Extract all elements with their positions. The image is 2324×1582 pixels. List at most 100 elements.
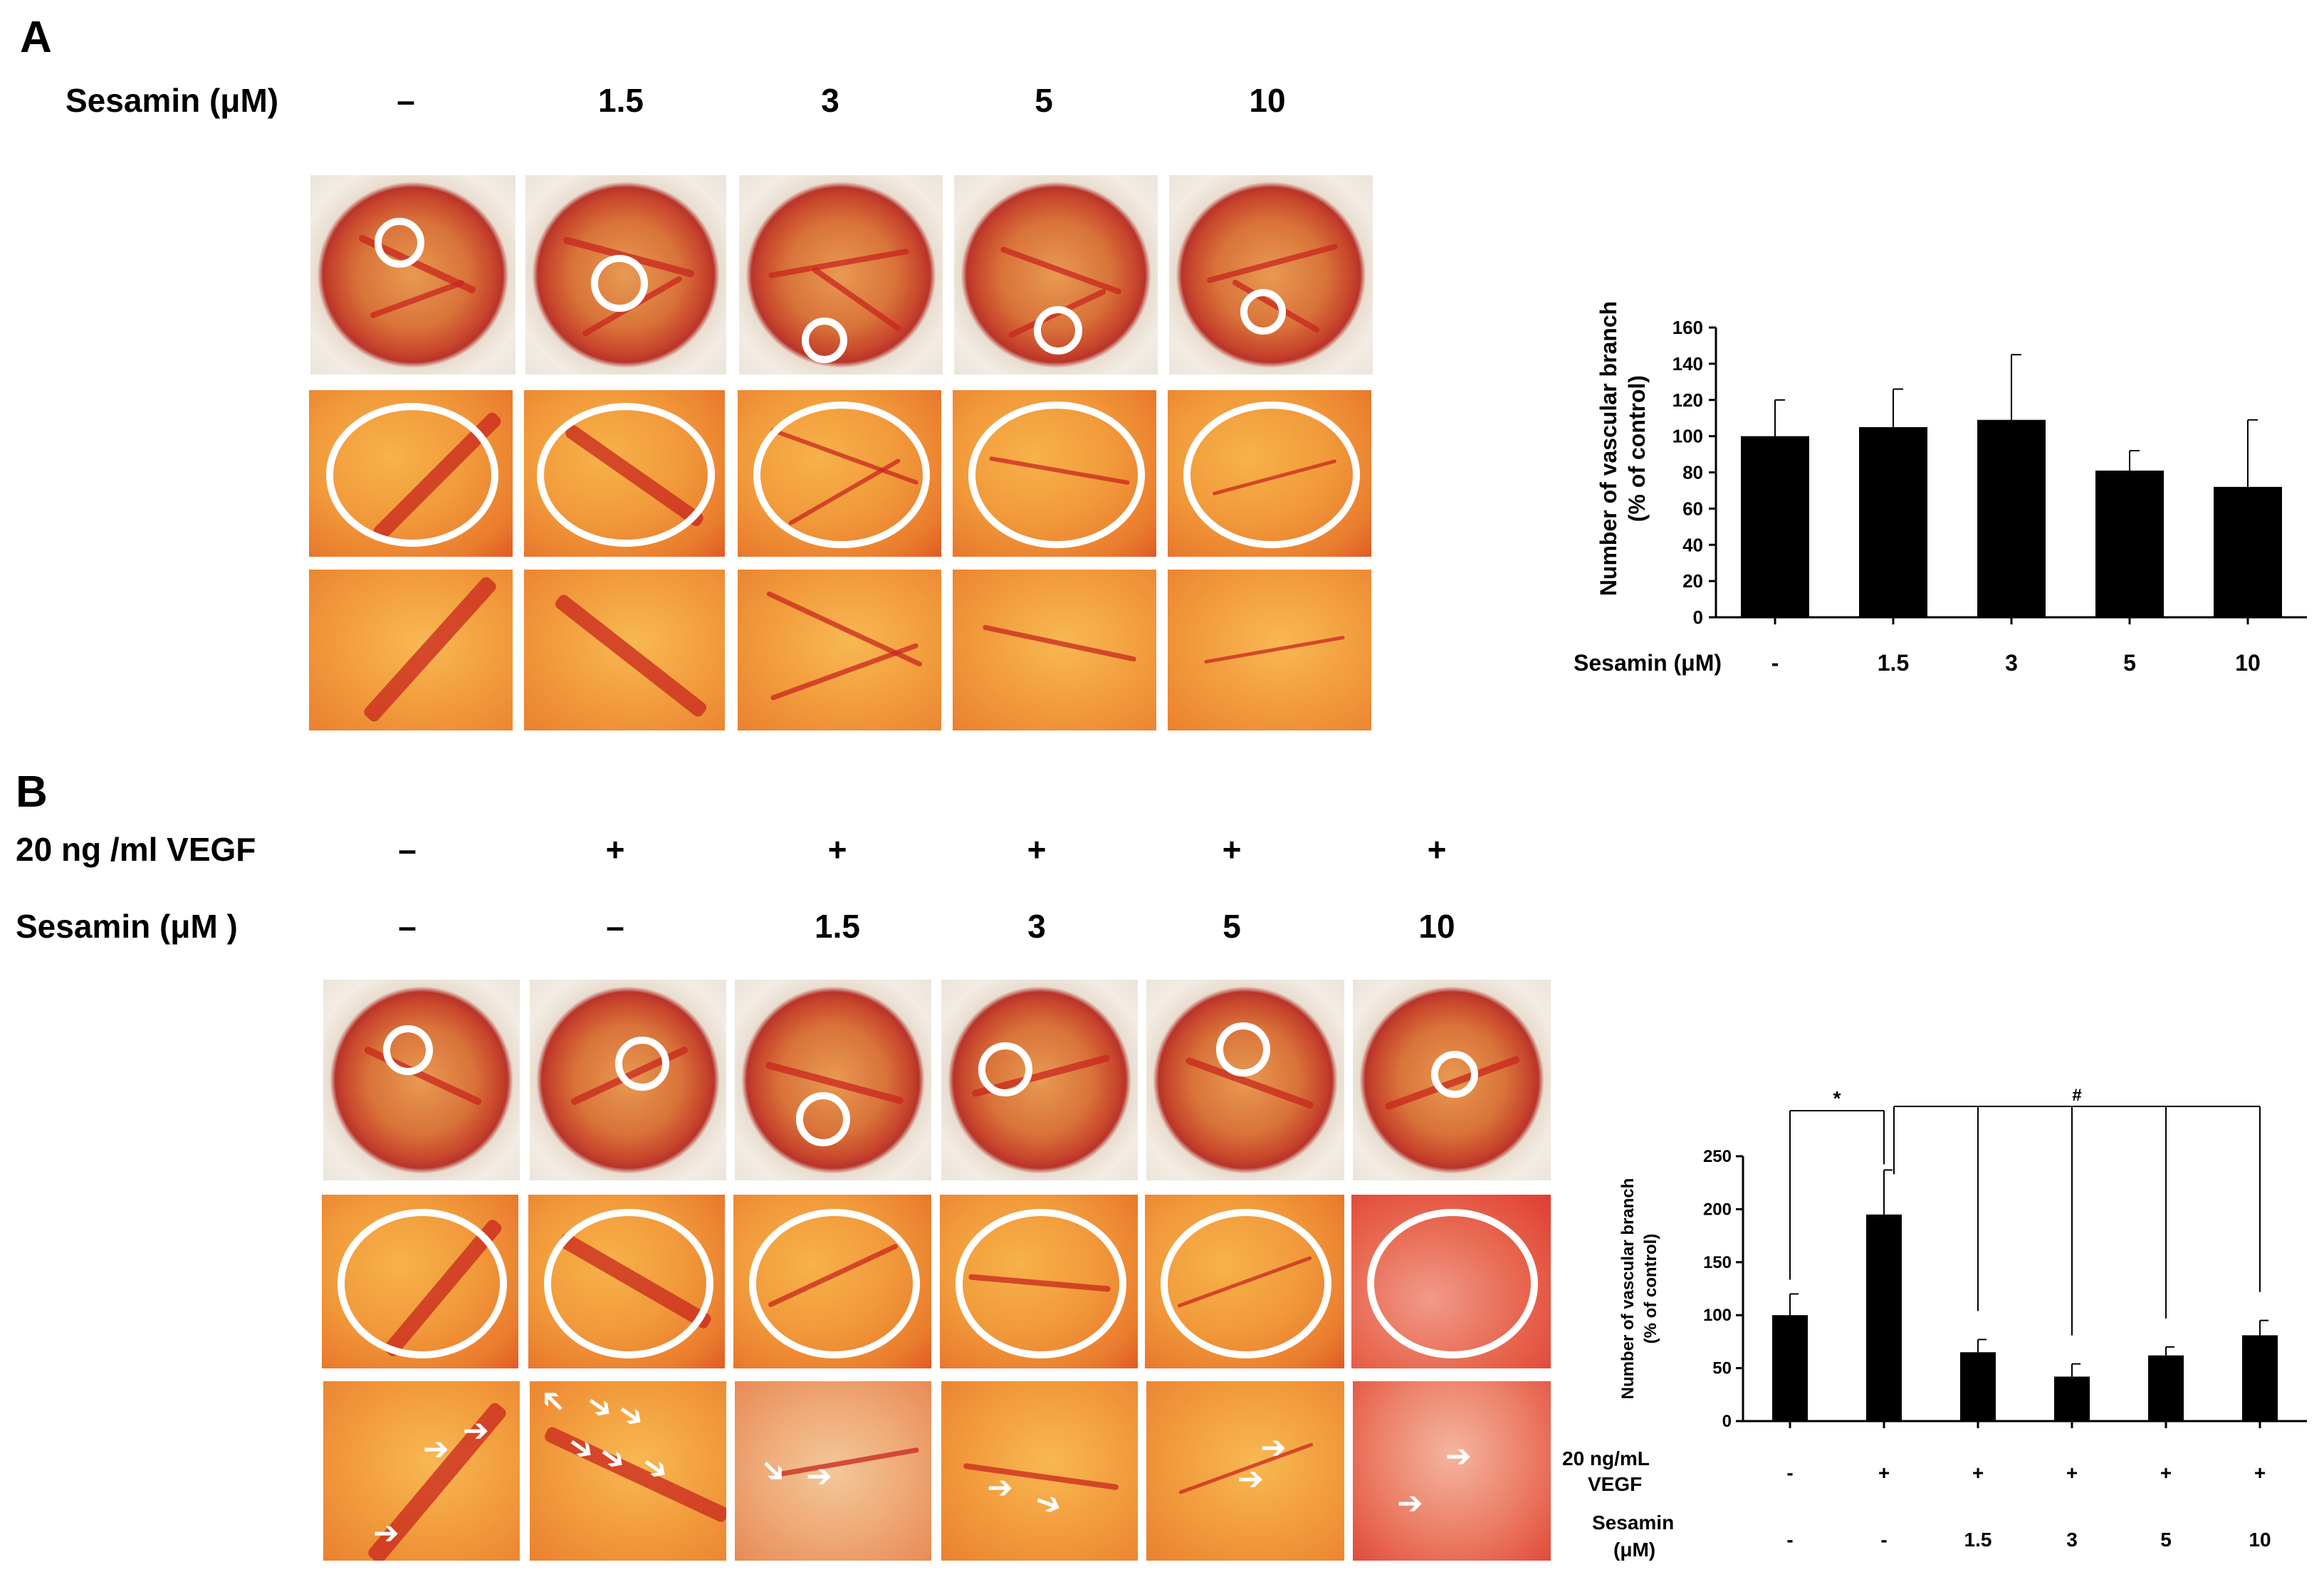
sig-star: * — [1833, 1087, 1841, 1109]
x-axis-label: Sesamin (μM) — [1574, 650, 1722, 676]
arrow-icon: ➔ — [1445, 1439, 1472, 1474]
panel-a-egg-photo — [953, 174, 1159, 376]
panel-a-zoom-photo — [1166, 389, 1373, 558]
bar — [1772, 1315, 1808, 1421]
x-tick-label: 1.5 — [1878, 650, 1909, 676]
panel-a-egg-photo — [524, 174, 728, 376]
panel-a-dose-1: – — [397, 82, 415, 119]
y-tick-label: 200 — [1703, 1200, 1732, 1219]
panel-b-vegf-label: 20 ng /ml VEGF — [16, 831, 256, 868]
panel-a-zoom-photo — [951, 389, 1158, 558]
arrow-icon: ➔ — [987, 1470, 1013, 1505]
row2-label: - — [1786, 1529, 1793, 1551]
panel-a-detail-photo — [523, 568, 726, 732]
arrow-icon: ➔ — [1237, 1462, 1264, 1497]
panel-a-detail-photo — [1166, 568, 1373, 732]
arrow-icon: ➔ — [463, 1413, 489, 1448]
panel-b-detail-photo: ➔ ➔ — [733, 1380, 933, 1562]
bar — [1741, 436, 1809, 617]
panel-b-egg-photo — [940, 978, 1139, 1182]
y-tick-label: 140 — [1673, 353, 1703, 374]
y-tick-label: 150 — [1703, 1253, 1732, 1272]
y-tick-label: 250 — [1703, 1147, 1732, 1166]
arrow-icon: ➔ — [1397, 1486, 1423, 1521]
arrow-icon: ➔ — [1030, 1482, 1067, 1524]
panel-b-vegf-mark: – — [398, 831, 417, 868]
panel-a-dose-4: 5 — [1035, 82, 1053, 119]
row1-label: + — [1878, 1462, 1890, 1484]
panel-b-zoom-photo — [938, 1193, 1139, 1370]
y-tick-label: 60 — [1682, 498, 1703, 519]
panel-a-dose-5: 10 — [1249, 82, 1286, 119]
y-axis-label-sub: (% of control) — [1641, 1234, 1660, 1344]
panel-b-vegf-mark: + — [1427, 831, 1447, 868]
bar — [2095, 470, 2164, 617]
panel-b-detail-photo: ➔ ➔ — [1351, 1380, 1552, 1562]
panel-b-dose: 3 — [1027, 908, 1046, 945]
bar — [2054, 1376, 2090, 1421]
bar — [2148, 1355, 2184, 1421]
panel-b-zoom-photo — [1143, 1193, 1346, 1370]
row1-label: + — [2254, 1462, 2266, 1484]
panel-b-detail-photo: ➔ ➔ — [1145, 1380, 1346, 1562]
panel-b-vegf-mark: + — [1027, 831, 1047, 868]
panel-b-vegf-mark: + — [1222, 831, 1242, 868]
panel-a-detail-photo — [736, 568, 943, 732]
panel-b-detail-photo: ➔ ➔ ➔ ➔ ➔ ➔ — [528, 1380, 728, 1562]
row2-label: 5 — [2160, 1529, 2172, 1551]
bar — [2242, 1335, 2278, 1421]
y-tick-label: 50 — [1712, 1359, 1732, 1378]
bar — [2214, 486, 2282, 617]
y-tick-label: 100 — [1673, 426, 1703, 447]
row1-label: + — [1972, 1462, 1984, 1484]
panel-b-egg-photo — [322, 978, 521, 1182]
bar — [1859, 426, 1927, 617]
panel-a-zoom-photo — [736, 389, 943, 558]
panel-b-egg-photo — [1145, 978, 1346, 1182]
arrow-icon: ➔ — [530, 1380, 575, 1423]
panel-b-zoom-photo — [320, 1193, 520, 1370]
panel-a-detail-photo — [951, 568, 1158, 732]
y-axis-label: Number of vascular branch — [1618, 1178, 1638, 1400]
panel-b-dose: – — [398, 908, 417, 945]
y-tick-label: 100 — [1703, 1306, 1732, 1325]
panel-b-dose: 10 — [1418, 908, 1455, 945]
panel-b-zoom-photo — [1350, 1193, 1552, 1370]
panel-a-letter: A — [20, 13, 52, 62]
panel-b-dose: 5 — [1223, 908, 1241, 945]
panel-b-zoom-photo — [732, 1193, 933, 1370]
panel-a-zoom-photo — [308, 389, 514, 558]
panel-b-egg-photo — [528, 978, 728, 1182]
panel-a-sesamin-label: Sesamin (μM) — [66, 82, 279, 119]
y-tick-label: 120 — [1673, 389, 1703, 411]
arrow-icon: ➔ — [423, 1432, 449, 1467]
panel-a-dose-3: 3 — [821, 82, 839, 119]
panel-a-egg-photo — [309, 174, 517, 376]
row2-label: 3 — [2066, 1529, 2078, 1551]
sig-hash: # — [2072, 1086, 2081, 1105]
y-tick-label: 160 — [1673, 317, 1703, 338]
panel-a-dose-2: 1.5 — [598, 82, 644, 119]
panel-b-chart: 0 50 100 150 200 250 - - + - +1.5 +3 +5 +10 * #20 ng/mL… — [1562, 1086, 2307, 1561]
y-tick-label: 0 — [1722, 1412, 1732, 1431]
x-tick-label: 10 — [2235, 650, 2261, 676]
panel-b-letter: B — [16, 768, 48, 817]
panel-b-dose: 1.5 — [815, 908, 860, 945]
panel-a-chart: 0 20 40 60 80 100 120 140 160 - 1.5 3 5 10 Sesamin (μM… — [1574, 301, 2307, 676]
x-tick-label: 3 — [2005, 650, 2018, 676]
y-tick-label: 80 — [1682, 462, 1703, 483]
panel-a-detail-photo — [308, 568, 514, 732]
arrow-icon: ➔ — [752, 1449, 796, 1493]
row2-label: - — [1880, 1529, 1887, 1551]
row1-label: + — [2066, 1462, 2078, 1484]
arrow-icon: ➔ — [806, 1459, 832, 1494]
x-tick-label: 5 — [2123, 650, 2136, 676]
bar — [1960, 1352, 1996, 1421]
panel-a-egg-photo — [738, 174, 944, 376]
panel-b-vegf-mark: + — [605, 831, 625, 868]
row2-title: Sesamin — [1592, 1512, 1674, 1534]
bar — [1977, 419, 2046, 617]
panel-b-sesamin-label: Sesamin (μM ) — [16, 908, 238, 945]
panel-b-detail-photo: ➔ ➔ ➔ — [322, 1380, 521, 1562]
row2-label: 10 — [2249, 1529, 2271, 1551]
